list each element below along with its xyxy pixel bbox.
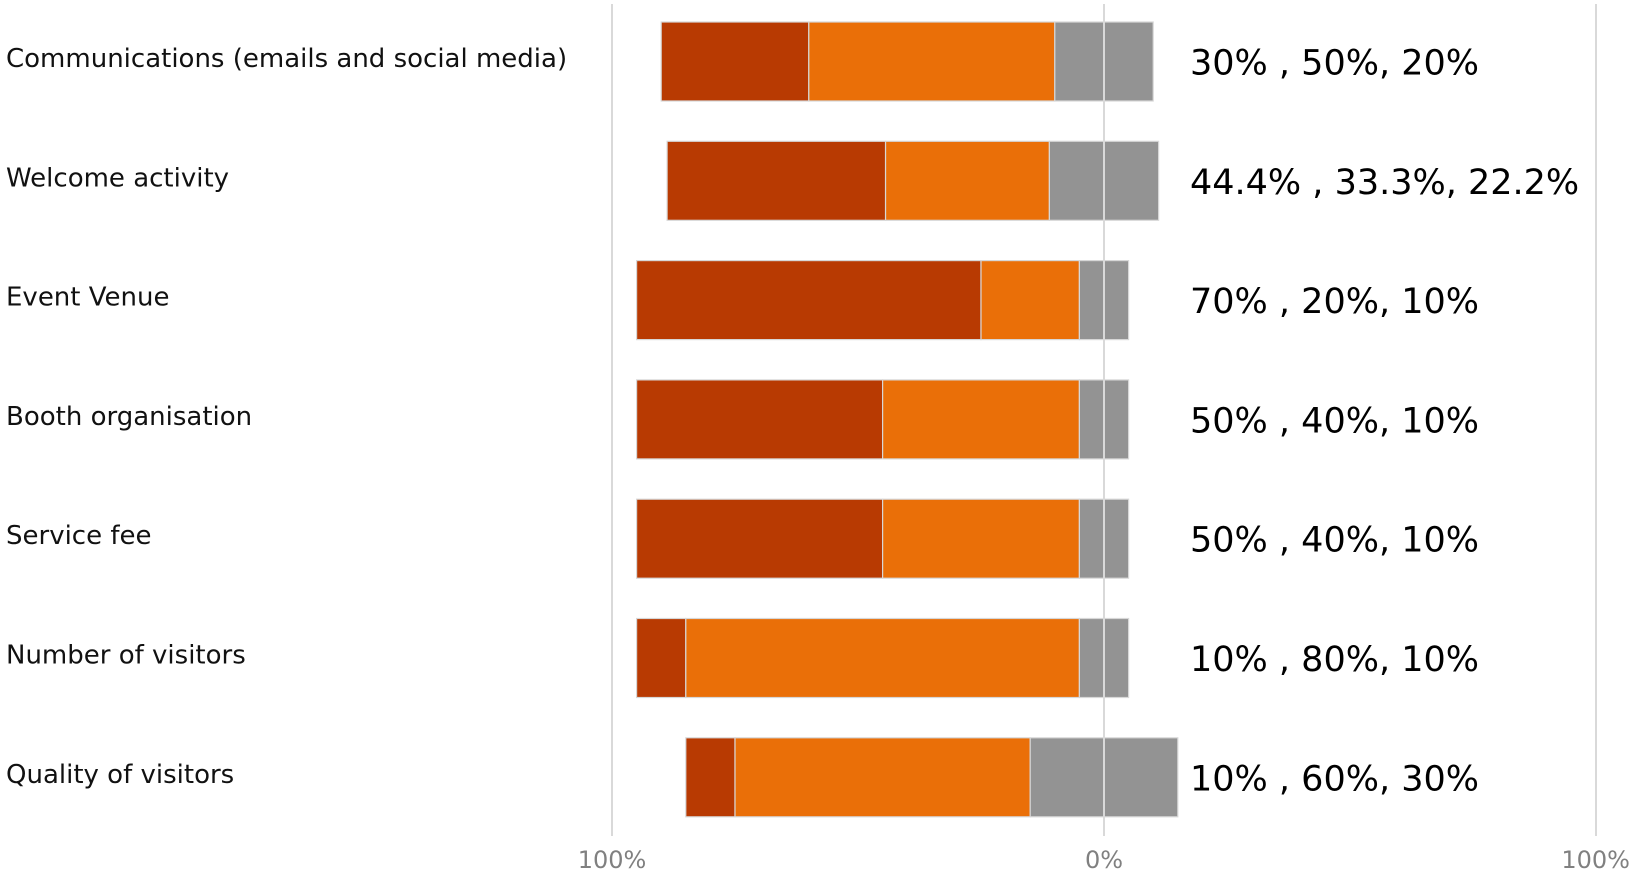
bar-segment xyxy=(881,379,1080,460)
bar-segment xyxy=(808,21,1056,102)
bar-segment xyxy=(980,260,1081,341)
data-label: 10% , 60%, 30% xyxy=(1190,759,1479,799)
category-label: Number of visitors xyxy=(6,641,246,671)
bar-segment xyxy=(881,498,1080,579)
bar-segment xyxy=(635,379,884,460)
category-label: Service fee xyxy=(6,521,152,551)
category-label: Booth organisation xyxy=(6,402,252,432)
bar-segment xyxy=(660,21,810,102)
data-label: 50% , 40%, 10% xyxy=(1190,521,1479,561)
data-label: 30% , 50%, 20% xyxy=(1190,44,1479,84)
bar-segment xyxy=(666,140,887,221)
bar-segment xyxy=(734,737,1031,818)
bar-segment xyxy=(635,498,884,579)
x-tick-label: 100% xyxy=(578,846,647,874)
data-label: 10% , 80%, 10% xyxy=(1190,640,1479,680)
x-tick-label: 0% xyxy=(1085,846,1123,874)
data-label: 50% , 40%, 10% xyxy=(1190,401,1479,441)
bar-segment xyxy=(685,737,736,818)
x-tick-label: 100% xyxy=(1561,846,1630,874)
bar-segment xyxy=(635,617,687,699)
data-label: 70% , 20%, 10% xyxy=(1190,282,1479,322)
bar-segment xyxy=(635,260,982,341)
bar-segment xyxy=(884,140,1050,221)
category-label: Quality of visitors xyxy=(6,760,234,790)
category-label: Communications (emails and social media) xyxy=(6,44,567,74)
data-label: 44.4% , 33.3%, 22.2% xyxy=(1190,163,1579,203)
category-label: Event Venue xyxy=(6,283,169,313)
bar-segment xyxy=(685,617,1080,699)
category-label: Welcome activity xyxy=(6,163,229,193)
